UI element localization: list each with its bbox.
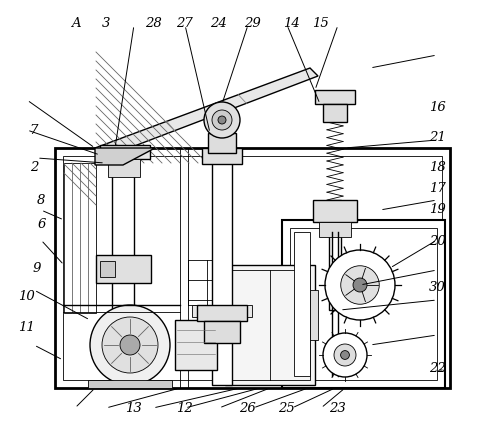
- Bar: [100, 145, 150, 159]
- Bar: [100, 261, 115, 277]
- Text: 19: 19: [429, 203, 446, 216]
- Circle shape: [212, 110, 232, 130]
- Circle shape: [341, 266, 379, 304]
- Bar: [290, 228, 437, 380]
- Bar: [294, 232, 310, 376]
- Circle shape: [90, 305, 170, 385]
- Text: 25: 25: [278, 402, 295, 415]
- Text: 2: 2: [30, 161, 38, 173]
- Text: 29: 29: [244, 17, 261, 30]
- Text: 9: 9: [32, 262, 41, 275]
- Circle shape: [323, 333, 367, 377]
- Bar: [319, 222, 351, 237]
- Circle shape: [218, 116, 226, 124]
- Circle shape: [341, 351, 349, 360]
- Text: 20: 20: [429, 235, 446, 247]
- Bar: [197, 305, 247, 321]
- Bar: [108, 159, 140, 177]
- Bar: [175, 320, 217, 370]
- Bar: [315, 90, 355, 104]
- Text: 8: 8: [37, 195, 46, 207]
- Circle shape: [102, 317, 158, 373]
- Text: 22: 22: [429, 362, 446, 374]
- Bar: [202, 148, 242, 164]
- Bar: [230, 270, 310, 380]
- Bar: [208, 133, 236, 153]
- Bar: [88, 380, 172, 388]
- Circle shape: [334, 344, 356, 366]
- Text: 28: 28: [145, 17, 161, 30]
- Bar: [112, 155, 134, 315]
- Text: 7: 7: [30, 124, 38, 137]
- Circle shape: [325, 250, 395, 320]
- Text: 21: 21: [429, 131, 446, 144]
- Bar: [313, 200, 357, 222]
- Text: 26: 26: [240, 402, 256, 415]
- Circle shape: [204, 102, 240, 138]
- Bar: [212, 155, 232, 385]
- Bar: [63, 156, 442, 380]
- Circle shape: [353, 278, 367, 292]
- Text: 6: 6: [37, 218, 46, 231]
- Polygon shape: [95, 148, 155, 165]
- Bar: [329, 200, 341, 310]
- Text: 3: 3: [102, 17, 110, 30]
- Bar: [192, 305, 252, 317]
- Text: 16: 16: [429, 102, 446, 114]
- Bar: [225, 265, 315, 385]
- Text: 30: 30: [429, 281, 446, 294]
- Bar: [204, 321, 240, 343]
- Text: 11: 11: [18, 321, 35, 334]
- Bar: [282, 220, 445, 388]
- Bar: [323, 104, 347, 122]
- Text: 17: 17: [429, 182, 446, 195]
- Text: 10: 10: [18, 290, 35, 302]
- Circle shape: [120, 335, 140, 355]
- Bar: [55, 148, 450, 388]
- Text: 18: 18: [429, 161, 446, 173]
- Text: A: A: [70, 17, 80, 30]
- Text: 27: 27: [176, 17, 193, 30]
- Polygon shape: [95, 68, 318, 158]
- Text: 14: 14: [283, 17, 300, 30]
- Text: 24: 24: [210, 17, 227, 30]
- Bar: [64, 163, 96, 313]
- Text: 23: 23: [330, 402, 346, 415]
- Bar: [310, 290, 318, 340]
- Text: 13: 13: [125, 402, 142, 415]
- Bar: [96, 255, 151, 283]
- Text: 15: 15: [312, 17, 329, 30]
- Text: 12: 12: [176, 402, 193, 415]
